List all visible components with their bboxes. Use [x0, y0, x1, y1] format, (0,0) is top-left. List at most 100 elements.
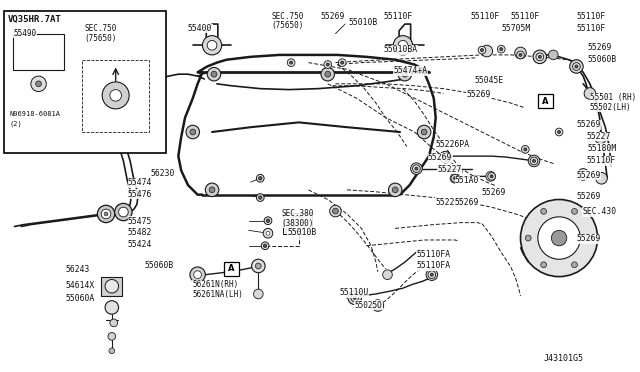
Circle shape — [430, 273, 433, 276]
Circle shape — [108, 333, 116, 340]
Bar — [13, 34, 63, 70]
Text: 55424: 55424 — [128, 240, 152, 249]
Text: 55400: 55400 — [188, 24, 212, 33]
Text: 55180M: 55180M — [588, 144, 617, 153]
Text: 56261NA(LH): 56261NA(LH) — [193, 290, 244, 299]
Circle shape — [519, 53, 522, 57]
Circle shape — [392, 187, 398, 193]
Circle shape — [351, 294, 358, 302]
Text: SEC.430: SEC.430 — [582, 207, 616, 216]
Text: A: A — [228, 264, 235, 273]
Circle shape — [259, 196, 262, 199]
Circle shape — [388, 183, 402, 197]
Circle shape — [339, 59, 346, 67]
Text: 55110F: 55110F — [577, 13, 605, 22]
Circle shape — [398, 67, 412, 81]
Circle shape — [453, 177, 456, 180]
Circle shape — [530, 157, 538, 165]
Text: 55269: 55269 — [577, 171, 601, 180]
Circle shape — [552, 230, 567, 246]
Circle shape — [413, 165, 420, 173]
Text: 55226P: 55226P — [436, 198, 465, 206]
Circle shape — [353, 296, 356, 299]
Circle shape — [541, 262, 547, 268]
Text: 55269: 55269 — [577, 234, 601, 243]
Circle shape — [450, 173, 460, 183]
Circle shape — [266, 219, 269, 222]
Circle shape — [541, 208, 547, 214]
Circle shape — [190, 267, 205, 282]
Circle shape — [110, 319, 118, 327]
Text: 551A0: 551A0 — [455, 176, 479, 185]
Text: 55705M: 55705M — [501, 24, 531, 33]
Circle shape — [352, 295, 358, 301]
Circle shape — [595, 132, 606, 144]
Circle shape — [488, 173, 495, 180]
Text: 55501 (RH): 55501 (RH) — [590, 93, 636, 102]
Circle shape — [205, 183, 219, 197]
Circle shape — [207, 67, 221, 81]
Circle shape — [478, 46, 486, 54]
Circle shape — [289, 61, 292, 64]
Circle shape — [587, 235, 593, 241]
Text: 55269: 55269 — [467, 90, 491, 99]
Text: 55227: 55227 — [586, 132, 611, 141]
Text: 55045E: 55045E — [474, 76, 504, 85]
Text: 55060B: 55060B — [145, 261, 174, 270]
Text: SEC.380: SEC.380 — [282, 209, 314, 218]
Text: 56243: 56243 — [65, 265, 90, 274]
Text: (75650): (75650) — [85, 34, 117, 43]
Circle shape — [516, 51, 524, 59]
Text: 55060B: 55060B — [588, 55, 617, 64]
Circle shape — [290, 216, 305, 231]
Circle shape — [261, 242, 269, 250]
Circle shape — [572, 208, 577, 214]
Text: 55269: 55269 — [482, 188, 506, 197]
Circle shape — [520, 199, 598, 277]
Circle shape — [202, 36, 221, 55]
Circle shape — [486, 171, 495, 181]
Text: 55269: 55269 — [428, 153, 452, 162]
Circle shape — [538, 55, 541, 58]
Circle shape — [333, 208, 339, 214]
Text: SEC.750: SEC.750 — [272, 13, 304, 22]
Circle shape — [481, 45, 493, 57]
Text: (75650): (75650) — [272, 21, 304, 30]
Circle shape — [105, 279, 118, 293]
Circle shape — [500, 48, 503, 51]
Text: 55110F: 55110F — [383, 13, 413, 22]
Circle shape — [525, 235, 531, 241]
Bar — [284, 213, 312, 234]
Circle shape — [321, 67, 335, 81]
Circle shape — [445, 155, 449, 158]
Text: 55269: 55269 — [577, 192, 601, 201]
Circle shape — [376, 304, 380, 307]
Circle shape — [287, 59, 295, 67]
Text: 55060A: 55060A — [65, 294, 95, 303]
Circle shape — [490, 175, 493, 178]
Circle shape — [264, 217, 272, 225]
Circle shape — [548, 50, 558, 60]
Text: J43101G5: J43101G5 — [543, 354, 584, 363]
Circle shape — [421, 129, 427, 135]
Bar — [4, 10, 166, 153]
Circle shape — [209, 187, 215, 193]
Circle shape — [374, 302, 381, 310]
Circle shape — [325, 71, 331, 77]
Text: 55502(LH): 55502(LH) — [590, 103, 632, 112]
Text: 55110F: 55110F — [511, 13, 540, 22]
Circle shape — [118, 207, 128, 217]
Circle shape — [417, 125, 431, 139]
Circle shape — [97, 205, 115, 222]
Text: 55110F: 55110F — [470, 13, 500, 22]
Circle shape — [259, 177, 262, 180]
Text: 55110FA: 55110FA — [417, 250, 451, 259]
Circle shape — [372, 300, 383, 311]
Bar — [82, 60, 149, 132]
Bar — [223, 262, 239, 276]
Text: 55010B: 55010B — [287, 228, 317, 237]
Circle shape — [415, 167, 418, 170]
Text: 55269: 55269 — [588, 44, 612, 52]
Circle shape — [533, 50, 547, 64]
Circle shape — [326, 63, 329, 66]
